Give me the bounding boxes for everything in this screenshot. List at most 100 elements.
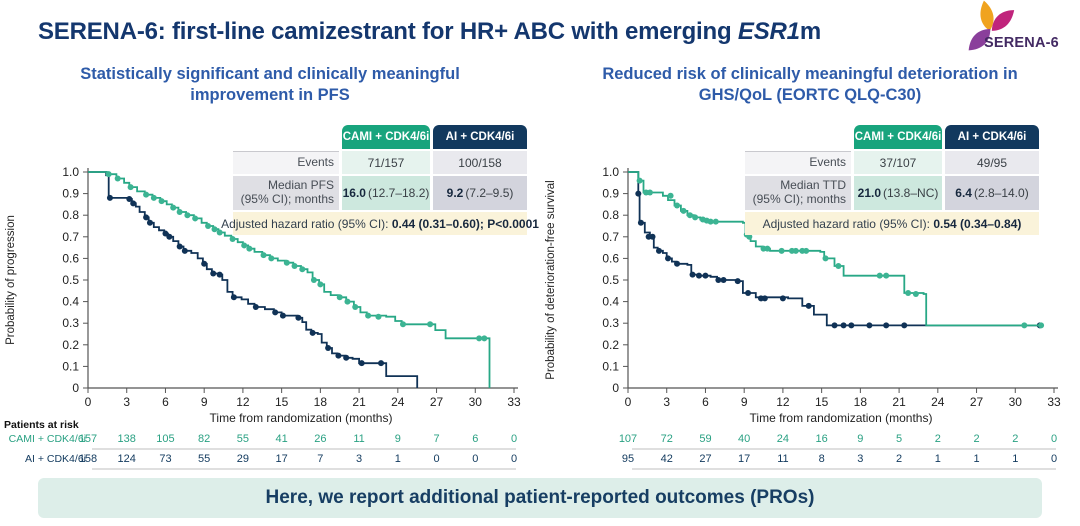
- svg-text:7: 7: [317, 453, 323, 465]
- svg-text:40: 40: [738, 433, 750, 445]
- svg-text:26: 26: [314, 433, 326, 445]
- svg-text:41: 41: [276, 433, 288, 445]
- svg-text:17: 17: [738, 453, 750, 465]
- svg-text:0: 0: [85, 395, 92, 409]
- events-ai: 49/95: [945, 151, 1039, 174]
- slide-title-suffix: m: [799, 18, 821, 45]
- slide-title: SERENA-6: first-line camizestrant for HR…: [38, 18, 918, 46]
- pfs-panel: Statistically significant and clinically…: [0, 60, 540, 474]
- svg-text:0.8: 0.8: [62, 208, 79, 222]
- svg-text:73: 73: [159, 453, 171, 465]
- col-header-ai: AI + CDK4/6i: [433, 125, 527, 149]
- svg-text:11: 11: [777, 453, 788, 465]
- svg-text:158: 158: [79, 453, 97, 465]
- svg-text:55: 55: [198, 453, 210, 465]
- svg-text:0: 0: [433, 453, 439, 465]
- svg-text:12: 12: [776, 395, 790, 409]
- events-label: Events: [233, 151, 339, 174]
- svg-text:0.9: 0.9: [62, 187, 79, 201]
- events-cami: 37/107: [854, 151, 942, 174]
- logo-wordmark: SERENA-6: [984, 35, 1059, 51]
- col-header-ai: AI + CDK4/6i: [945, 125, 1039, 149]
- events-cami: 71/157: [342, 151, 430, 174]
- svg-text:12: 12: [236, 395, 250, 409]
- qol-km-chart: 00.10.20.30.40.50.60.70.80.91.00 3 6 9 12 15 1…: [545, 165, 1061, 470]
- svg-text:24: 24: [391, 395, 405, 409]
- pfs-km-chart: 0 0.1 0.2 0.3 0.4 0.5 0.6 0.7 0.8 0.9 1.0 0 3 6 9 12 15 1…: [4, 165, 521, 470]
- svg-text:59: 59: [699, 433, 711, 445]
- svg-text:0.2: 0.2: [62, 338, 79, 352]
- svg-text:0: 0: [1051, 433, 1057, 445]
- logo-flower-icon: SERENA-6: [968, 0, 1059, 51]
- svg-text:0.4: 0.4: [62, 295, 79, 309]
- svg-text:138: 138: [118, 433, 136, 445]
- svg-text:55: 55: [237, 433, 249, 445]
- svg-text:2: 2: [1012, 433, 1018, 445]
- svg-text:8: 8: [819, 453, 825, 465]
- svg-text:Patients at risk: Patients at risk: [4, 419, 79, 431]
- svg-text:1: 1: [395, 453, 401, 465]
- svg-text:95: 95: [622, 453, 634, 465]
- header-spacer: [233, 125, 339, 149]
- svg-text:42: 42: [661, 453, 673, 465]
- svg-text:0: 0: [1051, 453, 1057, 465]
- svg-text:0: 0: [511, 433, 517, 445]
- svg-text:105: 105: [156, 433, 174, 445]
- svg-text:3: 3: [356, 453, 362, 465]
- svg-text:0.1: 0.1: [602, 359, 619, 373]
- svg-text:33: 33: [507, 395, 521, 409]
- svg-text:3: 3: [663, 395, 670, 409]
- svg-text:0: 0: [472, 453, 478, 465]
- svg-text:24: 24: [777, 433, 789, 445]
- col-header-cami: CAMI + CDK4/6i: [342, 125, 430, 149]
- svg-text:1: 1: [1012, 453, 1018, 465]
- svg-text:0.1: 0.1: [62, 359, 79, 373]
- svg-text:Probability of deterioration-f: Probability of deterioration-free surviv…: [545, 180, 557, 379]
- events-label: Events: [745, 151, 851, 174]
- median-label: Median PFS (95% CI); months: [233, 176, 339, 210]
- events-row: Events 37/107 49/95: [745, 151, 1039, 174]
- svg-text:29: 29: [237, 453, 249, 465]
- svg-text:27: 27: [970, 395, 984, 409]
- svg-text:21: 21: [352, 395, 366, 409]
- header-spacer: [745, 125, 851, 149]
- key-message-banner: Here, we report additional patient-repor…: [38, 478, 1042, 518]
- table-header-row: CAMI + CDK4/6i AI + CDK4/6i: [233, 125, 527, 149]
- svg-text:0.3: 0.3: [62, 316, 79, 330]
- svg-text:2: 2: [935, 433, 941, 445]
- svg-text:9: 9: [395, 433, 401, 445]
- svg-text:0: 0: [625, 395, 632, 409]
- svg-text:18: 18: [854, 395, 868, 409]
- svg-text:0.5: 0.5: [602, 273, 619, 287]
- svg-text:1.0: 1.0: [602, 165, 619, 179]
- serena6-logo: SERENA-6: [934, 0, 1072, 54]
- svg-text:21: 21: [892, 395, 906, 409]
- svg-text:CAMI + CDK4/6i: CAMI + CDK4/6i: [9, 433, 86, 445]
- svg-text:Time from randomization (month: Time from randomization (months): [210, 411, 393, 425]
- svg-text:15: 15: [815, 395, 829, 409]
- svg-text:0.9: 0.9: [602, 187, 619, 201]
- svg-text:82: 82: [198, 433, 210, 445]
- svg-text:AI + CDK4/6i: AI + CDK4/6i: [25, 453, 86, 465]
- svg-text:27: 27: [430, 395, 444, 409]
- svg-text:30: 30: [1009, 395, 1023, 409]
- svg-text:9: 9: [201, 395, 208, 409]
- svg-text:33: 33: [1047, 395, 1061, 409]
- svg-text:9: 9: [741, 395, 748, 409]
- median-row: Median PFS (95% CI); months 16.0 (12.7–18.…: [233, 176, 527, 210]
- svg-text:0.8: 0.8: [602, 208, 619, 222]
- svg-text:18: 18: [314, 395, 328, 409]
- svg-text:2: 2: [896, 453, 902, 465]
- svg-text:0: 0: [72, 381, 79, 395]
- svg-text:Time from randomization (month: Time from randomization (months): [750, 411, 933, 425]
- svg-text:0.5: 0.5: [62, 273, 79, 287]
- svg-text:Probability of progression: Probability of progression: [5, 215, 17, 345]
- svg-text:6: 6: [702, 395, 709, 409]
- table-header-row: CAMI + CDK4/6i AI + CDK4/6i: [745, 125, 1039, 149]
- svg-text:0: 0: [511, 453, 517, 465]
- median-row: Median TTD (95% CI); months 21.0 (13.8–NC)…: [745, 176, 1039, 210]
- svg-text:17: 17: [276, 453, 288, 465]
- svg-text:30: 30: [469, 395, 483, 409]
- svg-text:5: 5: [896, 433, 902, 445]
